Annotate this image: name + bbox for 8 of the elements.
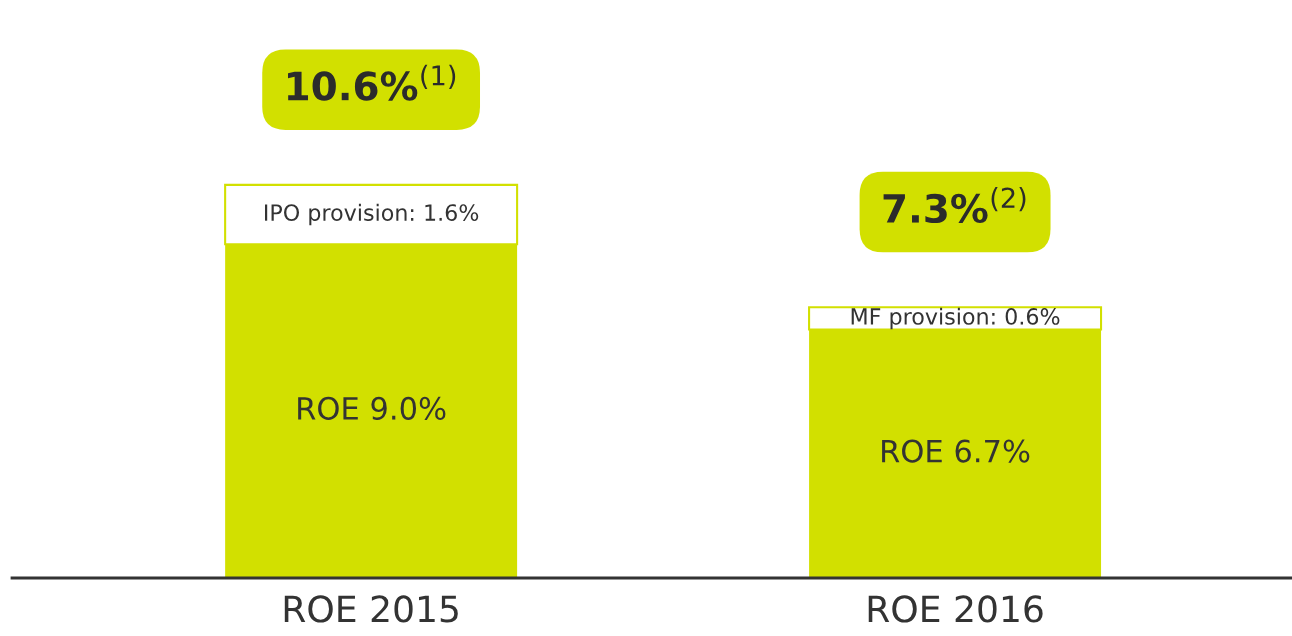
x-tick-label: ROE 2015	[284, 595, 458, 623]
data-label: ROE 9.0%	[298, 396, 446, 420]
data-label: ROE 6.7%	[882, 439, 1030, 463]
x-tick-label: ROE 2016	[868, 595, 1043, 623]
total-label: 7.3%$^{(2)}$	[883, 187, 1026, 224]
total-label: 10.6%$^{(1)}$	[288, 64, 456, 101]
data-label: MF provision: 0.6%	[851, 307, 1060, 330]
data-label: IPO provision: 1.6%	[265, 203, 479, 226]
